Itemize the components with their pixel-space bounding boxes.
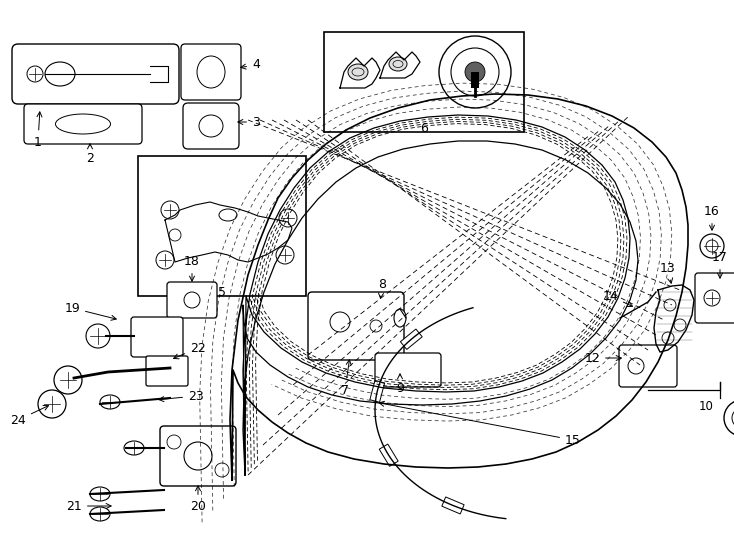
Text: 21: 21 xyxy=(66,500,111,512)
FancyBboxPatch shape xyxy=(375,353,441,387)
Text: 4: 4 xyxy=(241,58,260,71)
Text: 5: 5 xyxy=(218,286,226,299)
Bar xyxy=(442,497,464,514)
Text: 14: 14 xyxy=(603,289,633,307)
Circle shape xyxy=(330,312,350,332)
Bar xyxy=(401,329,422,349)
Circle shape xyxy=(370,320,382,332)
Text: 11: 11 xyxy=(0,539,1,540)
Text: 12: 12 xyxy=(584,352,621,365)
FancyBboxPatch shape xyxy=(181,44,241,100)
Text: 1: 1 xyxy=(34,112,42,149)
Text: 9: 9 xyxy=(396,374,404,395)
Circle shape xyxy=(161,201,179,219)
Circle shape xyxy=(465,62,485,82)
Text: 20: 20 xyxy=(190,486,206,513)
Text: 10: 10 xyxy=(699,400,713,413)
FancyBboxPatch shape xyxy=(160,426,236,486)
Text: 17: 17 xyxy=(712,251,728,278)
Circle shape xyxy=(156,251,174,269)
Text: 23: 23 xyxy=(159,389,204,402)
Circle shape xyxy=(724,400,734,436)
Circle shape xyxy=(279,209,297,227)
Text: 22: 22 xyxy=(173,341,206,359)
Circle shape xyxy=(704,290,720,306)
Circle shape xyxy=(451,48,499,96)
Circle shape xyxy=(167,435,181,449)
Ellipse shape xyxy=(100,395,120,409)
Text: 7: 7 xyxy=(341,360,351,396)
FancyBboxPatch shape xyxy=(131,317,183,357)
Circle shape xyxy=(732,408,734,428)
FancyBboxPatch shape xyxy=(146,356,188,386)
FancyBboxPatch shape xyxy=(695,273,734,323)
FancyBboxPatch shape xyxy=(24,104,142,144)
Circle shape xyxy=(184,442,212,470)
Circle shape xyxy=(27,66,43,82)
Ellipse shape xyxy=(197,56,225,88)
Text: 15: 15 xyxy=(379,401,581,447)
Circle shape xyxy=(674,319,686,331)
Text: 8: 8 xyxy=(378,278,386,298)
Ellipse shape xyxy=(124,441,144,455)
Text: 2: 2 xyxy=(86,144,94,165)
Bar xyxy=(370,380,385,402)
Bar xyxy=(324,32,524,132)
Ellipse shape xyxy=(394,309,406,327)
FancyBboxPatch shape xyxy=(308,292,404,360)
Bar xyxy=(379,444,398,467)
Circle shape xyxy=(54,366,82,394)
FancyBboxPatch shape xyxy=(167,282,217,318)
Ellipse shape xyxy=(219,209,237,221)
Circle shape xyxy=(628,358,644,374)
Circle shape xyxy=(169,229,181,241)
Ellipse shape xyxy=(90,507,110,521)
Text: 19: 19 xyxy=(65,301,116,320)
Ellipse shape xyxy=(389,57,407,71)
Text: 6: 6 xyxy=(420,122,428,134)
Ellipse shape xyxy=(56,114,111,134)
Circle shape xyxy=(662,332,674,344)
Circle shape xyxy=(86,324,110,348)
Text: 16: 16 xyxy=(704,205,720,230)
Bar xyxy=(471,72,479,88)
Circle shape xyxy=(700,234,724,258)
Text: 18: 18 xyxy=(184,255,200,281)
Text: 24: 24 xyxy=(10,406,48,427)
Circle shape xyxy=(706,240,718,252)
Circle shape xyxy=(215,463,229,477)
FancyBboxPatch shape xyxy=(12,44,179,104)
FancyBboxPatch shape xyxy=(619,345,677,387)
Circle shape xyxy=(38,390,66,418)
Circle shape xyxy=(276,246,294,264)
Circle shape xyxy=(439,36,511,108)
Circle shape xyxy=(664,299,676,311)
Circle shape xyxy=(184,292,200,308)
Text: 13: 13 xyxy=(660,261,676,283)
Ellipse shape xyxy=(45,62,75,86)
Bar xyxy=(138,156,306,296)
FancyBboxPatch shape xyxy=(183,103,239,149)
Text: 3: 3 xyxy=(238,116,260,129)
Ellipse shape xyxy=(199,115,223,137)
Ellipse shape xyxy=(348,64,368,80)
Ellipse shape xyxy=(90,487,110,501)
